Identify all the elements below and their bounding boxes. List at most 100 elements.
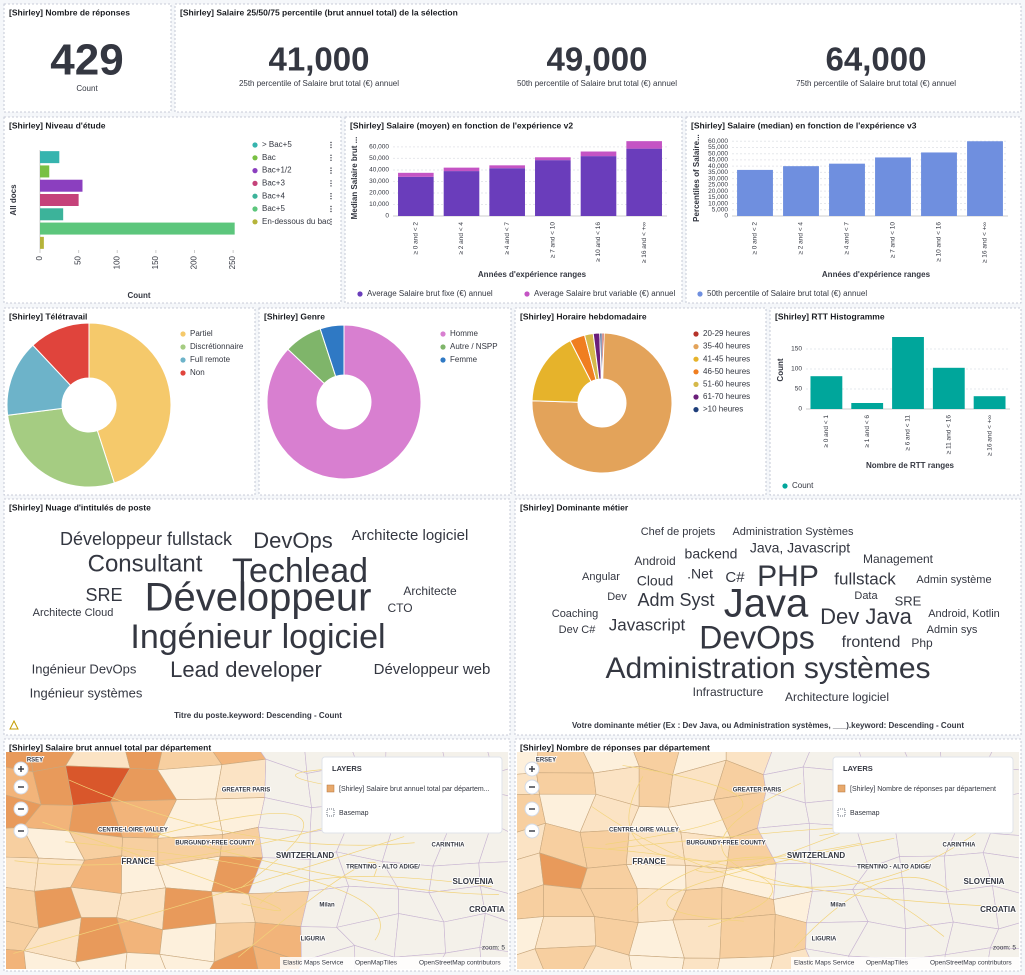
- map-region: [717, 956, 775, 969]
- legend-menu: [330, 167, 332, 169]
- map-region: [989, 922, 1019, 949]
- y-tick-label: 0: [798, 406, 802, 413]
- bar: [737, 169, 773, 216]
- metric-label: 25th percentile of Salaire brut total (€…: [239, 79, 399, 88]
- legend-swatch: [252, 219, 258, 225]
- map-place-label: CENTRE-LOIRE VALLEY: [98, 828, 168, 834]
- pie-slice: [599, 332, 603, 380]
- pie-slice: [88, 322, 172, 484]
- legend-label: Bac+3: [262, 179, 285, 188]
- cloud-word: Php: [911, 636, 933, 650]
- legend-menu: [330, 144, 332, 146]
- legend-swatch: [782, 483, 788, 489]
- map-region: [682, 957, 721, 969]
- legend-label: Discrétionnaire: [190, 342, 244, 351]
- legend-label: 20-29 heures: [703, 329, 750, 338]
- map-region: [479, 913, 508, 952]
- legend-menu: [330, 146, 332, 149]
- metric-value: 49,000: [547, 41, 648, 78]
- legend-swatch: [180, 331, 186, 337]
- attribution-link: OpenMapTiles: [866, 960, 909, 967]
- map-road: [630, 856, 945, 937]
- y-axis-title: Count: [776, 358, 785, 381]
- map-road: [721, 782, 1001, 908]
- panel-title: [Shirley] Nuage d'intitulés de poste: [9, 502, 151, 512]
- map-region: [536, 772, 597, 795]
- cloud-word: Techlead: [232, 552, 368, 590]
- bar: [967, 141, 1003, 216]
- attribution-link: OpenStreetMap contributors: [930, 960, 1012, 967]
- y-tick-label: 15,000: [708, 194, 728, 201]
- legend-label: 61-70 heures: [703, 392, 750, 401]
- map-region: [124, 952, 166, 969]
- y-axis-title: Percentiles of Salaire...: [692, 134, 701, 222]
- bar: [932, 367, 965, 409]
- panel: [3, 116, 342, 304]
- y-tick-label: 60,000: [369, 144, 389, 151]
- cloud-word: Architecte Cloud: [33, 607, 114, 619]
- legend-menu: [330, 169, 332, 172]
- attribution-link: Elastic Maps Service: [283, 960, 344, 967]
- cloud-word: frontend: [842, 634, 901, 651]
- legend-menu: [330, 198, 332, 200]
- attribution-bar: [791, 957, 1019, 969]
- y-axis-title: Median Salaire brut ...: [350, 137, 359, 220]
- bar: [398, 176, 434, 216]
- x-tick-label: ≥ 2 and < 4: [798, 222, 805, 255]
- x-tick-label: ≥ 11 and < 16: [946, 415, 953, 455]
- map-region: [903, 887, 954, 930]
- metric-label: 50th percentile of Salaire brut total (€…: [517, 79, 677, 88]
- x-tick-label: 0: [35, 255, 44, 260]
- attribution-link: OpenStreetMap contributors: [419, 960, 501, 967]
- x-tick-label: ≥ 16 and < +∞: [982, 222, 989, 263]
- bar: [40, 222, 235, 235]
- y-tick-label: 100: [791, 366, 802, 373]
- map-road: [605, 765, 744, 845]
- map-region: [899, 855, 947, 893]
- legend-swatch: [440, 357, 446, 363]
- cloud-word: fullstack: [834, 569, 896, 588]
- warning-icon: [9, 719, 19, 730]
- y-tick-label: 55,000: [708, 144, 728, 151]
- panel-title: [Shirley] Horaire hebdomadaire: [520, 311, 647, 321]
- legend-menu: [330, 159, 332, 161]
- map-place-label: BURGUNDY-FREE COUNTY: [686, 841, 765, 847]
- map-road: [583, 846, 773, 927]
- legend-menu: [330, 208, 332, 210]
- map-zoom: zoom: 5: [482, 945, 506, 952]
- bar: [40, 194, 79, 206]
- map-place-label: SLOVENIA: [964, 877, 1005, 886]
- y-tick-label: 30,000: [369, 178, 389, 185]
- y-tick-label: 20,000: [708, 188, 728, 195]
- cloud-word: Angular: [582, 571, 620, 583]
- x-tick-label: 250: [228, 255, 237, 269]
- legend-menu: [330, 180, 332, 182]
- bar: [535, 157, 571, 161]
- cloud-word: CTO: [387, 601, 412, 615]
- legend-swatch: [180, 357, 186, 363]
- map-region: [534, 916, 597, 950]
- map-road: [260, 876, 492, 904]
- cloud-word: Admin système: [916, 574, 991, 586]
- y-tick-label: 60,000: [708, 138, 728, 145]
- legend-label: Bac: [262, 153, 276, 162]
- bar: [40, 151, 60, 164]
- attribution-link: OpenMapTiles: [355, 960, 398, 967]
- layers-heading: LAYERS: [843, 764, 873, 773]
- bar: [626, 141, 662, 149]
- cloud-axis-label: Votre dominante métier (Ex : Dev Java, o…: [572, 721, 964, 730]
- cloud-word: Dev Java: [820, 604, 912, 629]
- bar: [626, 148, 662, 216]
- map-region: [6, 949, 27, 969]
- map-road: [591, 806, 998, 888]
- map-region: [534, 945, 597, 969]
- cloud-word: Ingénieur systèmes: [30, 685, 143, 700]
- y-tick-label: 50,000: [369, 155, 389, 162]
- bar: [443, 171, 480, 216]
- panel-title: [Shirley] Nombre de réponses: [9, 7, 130, 17]
- cloud-word: Ingénieur logiciel: [130, 618, 385, 656]
- y-tick-label: 0: [724, 213, 728, 220]
- layer-name: [Shirley] Salaire brut annuel total par …: [339, 786, 490, 793]
- legend-swatch: [693, 344, 699, 350]
- map-road: [666, 837, 895, 922]
